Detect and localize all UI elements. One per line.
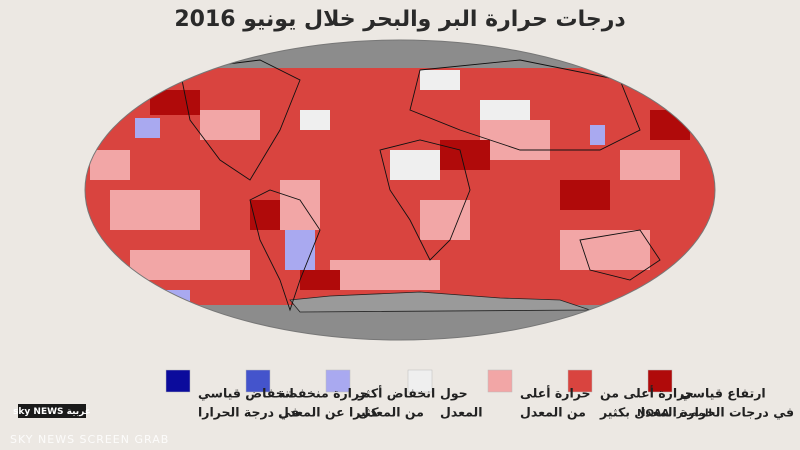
legend-label: حرارة منخفضة [278,386,369,401]
legend-label: من المعدل [358,405,424,420]
legend-label: انخفاض قياسي [198,386,294,401]
logo: sky NEWS عربية [13,407,91,417]
legend-label: حرارة أعلى من [600,385,694,401]
legend-swatch [407,369,433,393]
legend-swatch [325,369,351,393]
legend-label: حول [440,386,468,401]
legend-label: في درجات الحرارة [680,405,794,420]
legend-label: كثيرا عن المعدل [278,405,379,420]
legend-label: انخفاض أكثر [357,385,435,401]
map-outline [84,39,716,341]
watermark: SKY NEWS SCREEN GRAB [10,433,169,446]
legend-label: حرارة أعلى [520,385,591,401]
legend: ارتفاع قياسي في درجات الحرارة حرارة أعلى م… [165,369,794,420]
legend-label: المعدل بكثير [599,405,677,420]
legend-label: ارتفاع قياسي [680,386,766,401]
legend-label: من المعدل [520,405,586,420]
legend-swatch [487,369,513,393]
legend-swatch [567,369,593,393]
legend-label: المعدل [440,405,482,420]
logo-box [18,404,86,418]
legend-label: في درجة الحرارا [198,405,299,420]
title: درجات حرارة البر والبحر خلال يونيو 2016 [174,7,625,32]
legend-swatch [165,369,191,393]
source: المصدر: NOAA [637,408,712,419]
legend-swatch [647,369,673,393]
legend-swatch [245,369,271,393]
